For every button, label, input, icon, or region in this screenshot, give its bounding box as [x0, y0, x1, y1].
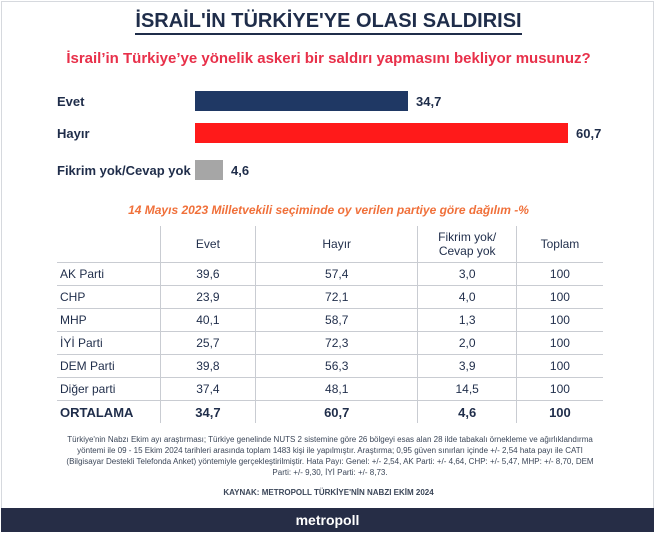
table-row: CHP 23,9 72,1 4,0 100 — [57, 285, 603, 309]
table-subtitle: 14 Mayıs 2023 Milletvekili seçiminde oy … — [128, 203, 529, 217]
bar-category-label: Hayır — [57, 126, 90, 141]
hayir-cell: 60,7 — [254, 400, 418, 423]
footer-bar: metropoll — [1, 508, 654, 532]
evet-cell: 39,8 — [159, 354, 256, 378]
party-cell: CHP — [57, 285, 161, 309]
party-cell: İYİ Parti — [57, 331, 161, 355]
toplam-cell: 100 — [515, 308, 603, 332]
fikrim-cell: 1,3 — [417, 308, 517, 332]
toplam-cell: 100 — [515, 377, 603, 401]
table-row: MHP 40,1 58,7 1,3 100 — [57, 308, 603, 332]
hayir-cell: 56,3 — [254, 354, 418, 378]
toplam-cell: 100 — [515, 262, 603, 286]
evet-cell: 23,9 — [159, 285, 256, 309]
fikrim-cell: 14,5 — [417, 377, 517, 401]
hayir-cell: 72,1 — [254, 285, 418, 309]
bar-value-label: 34,7 — [416, 94, 442, 109]
fikrim-cell: 2,0 — [417, 331, 517, 355]
hayir-cell: 72,3 — [254, 331, 418, 355]
toplam-cell: 100 — [515, 331, 603, 355]
header-party — [57, 226, 161, 263]
bar — [195, 123, 568, 143]
bar-chart: Evet 34,7 Hayır 60,7 Fikrim yok/Cevap yok 4,6 — [0, 0, 657, 200]
fikrim-cell: 4,0 — [417, 285, 517, 309]
toplam-cell: 100 — [515, 354, 603, 378]
table-row: DEM Parti 39,8 56,3 3,9 100 — [57, 354, 603, 378]
evet-cell: 25,7 — [159, 331, 256, 355]
fikrim-cell: 3,0 — [417, 262, 517, 286]
party-cell: DEM Parti — [57, 354, 161, 378]
party-cell: AK Parti — [57, 262, 161, 286]
bar-category-label: Evet — [57, 94, 85, 109]
toplam-cell: 100 — [515, 400, 603, 423]
party-cell: ORTALAMA — [60, 404, 134, 420]
hayir-cell: 58,7 — [254, 308, 418, 332]
party-cell: MHP — [57, 308, 161, 332]
hayir-cell: 57,4 — [254, 262, 418, 286]
bar-value-label: 4,6 — [231, 163, 250, 178]
methodology-note: Türkiye'nin Nabzı Ekim ayı araştırması; … — [66, 435, 594, 477]
header-fikrim-line1: Fikrim yok/ — [438, 230, 497, 244]
header-hayir: Hayır — [254, 226, 418, 263]
evet-cell: 34,7 — [159, 400, 256, 423]
fikrim-cell: 3,9 — [417, 354, 517, 378]
table-row: Diğer parti 37,4 48,1 14,5 100 — [57, 377, 603, 401]
party-cell: Diğer parti — [57, 377, 161, 401]
page-title: İSRAİL'İN TÜRKİYE'YE OLASI SALDIRISI — [0, 10, 657, 35]
survey-question: İsrail’in Türkiye’ye yönelik askeri bir … — [66, 50, 591, 67]
bar — [195, 160, 223, 180]
table-row: İYİ Parti 25,7 72,3 2,0 100 — [57, 331, 603, 355]
header-evet: Evet — [159, 226, 256, 263]
evet-cell: 37,4 — [159, 377, 256, 401]
brand-logo: metropoll — [295, 512, 360, 528]
bar — [195, 91, 408, 111]
bar-value-label: 60,7 — [576, 126, 602, 141]
toplam-cell: 100 — [515, 285, 603, 309]
evet-cell: 40,1 — [159, 308, 256, 332]
page-title-text: İSRAİL'İN TÜRKİYE'YE OLASI SALDIRISI — [135, 10, 522, 35]
party-breakdown-table: Evet Hayır Fikrim yok/ Cevap yok Toplam … — [57, 226, 603, 423]
header-fikrim: Fikrim yok/ Cevap yok — [417, 226, 517, 263]
table-row: ORTALAMA 34,7 60,7 4,6 100 — [57, 400, 603, 423]
bar-category-label: Fikrim yok/Cevap yok — [57, 163, 191, 178]
hayir-cell: 48,1 — [254, 377, 418, 401]
source-line: KAYNAK: METROPOLL TÜRKİYE'NİN NABZI EKİM… — [223, 488, 434, 497]
fikrim-cell: 4,6 — [417, 400, 517, 423]
table-row: AK Parti 39,6 57,4 3,0 100 — [57, 262, 603, 286]
table-header-row: Evet Hayır Fikrim yok/ Cevap yok Toplam — [57, 226, 603, 263]
header-fikrim-line2: Cevap yok — [438, 244, 496, 258]
evet-cell: 39,6 — [159, 262, 256, 286]
header-toplam: Toplam — [515, 226, 603, 263]
